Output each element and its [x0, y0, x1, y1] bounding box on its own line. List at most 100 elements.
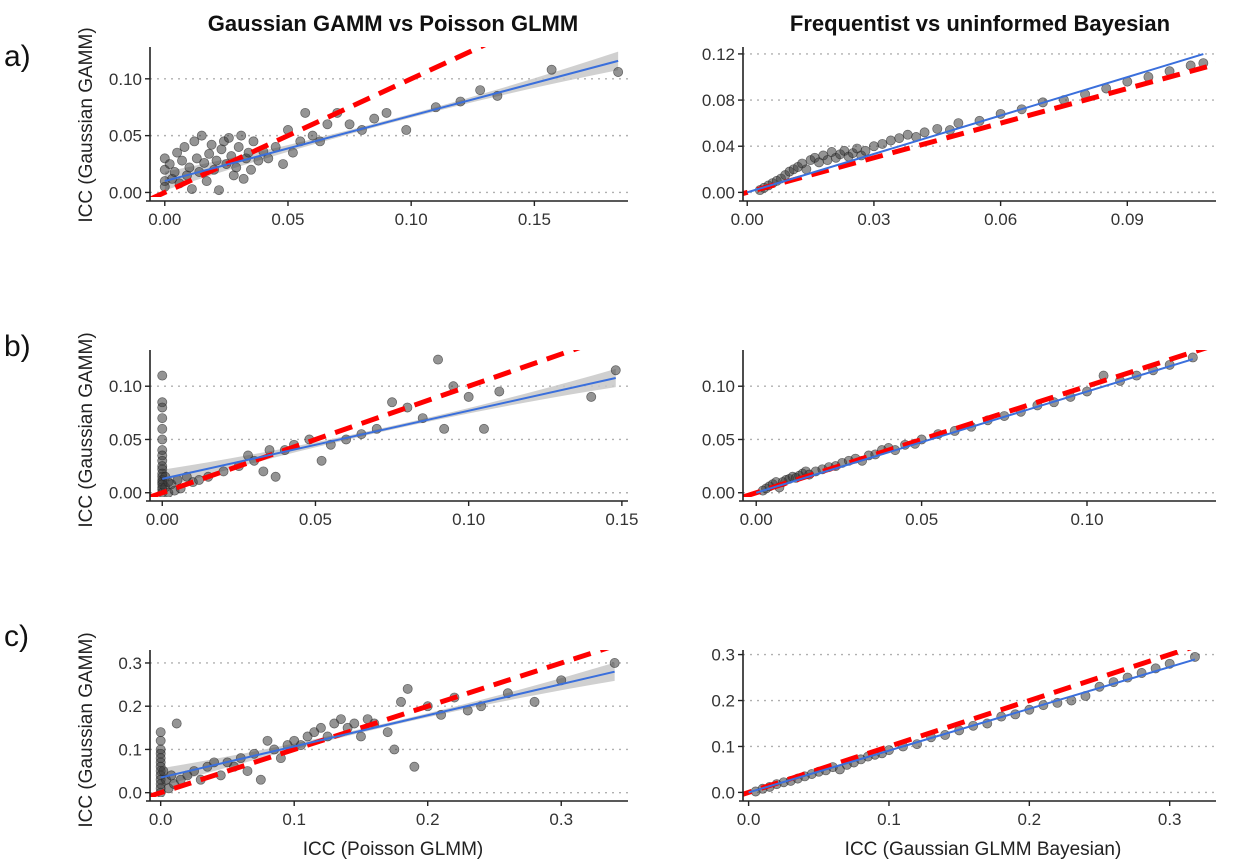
panel-c-right: 0.0 0.1 0.2 0.3 0.0 0.1 0.2 0.3: [711, 646, 1216, 829]
data-point: [316, 455, 327, 466]
identity-line: [743, 650, 1192, 797]
x-tick-label: 0.00: [740, 510, 773, 529]
data-point: [369, 113, 380, 124]
data-point: [401, 125, 412, 135]
row-label-a: a): [4, 40, 31, 73]
data-point: [255, 774, 266, 785]
data-point: [233, 142, 244, 152]
data-point: [479, 423, 489, 434]
identity-line: [150, 47, 487, 197]
y-tick-label: 0.12: [702, 45, 735, 64]
data-point: [463, 391, 474, 402]
data-point: [258, 466, 269, 477]
data-point: [396, 696, 406, 707]
x-tick-label: 0.03: [857, 210, 890, 229]
x-tick-label: 0.05: [299, 510, 332, 529]
data-point: [214, 185, 224, 196]
plot-area: [150, 350, 621, 497]
column-title-right: Frequentist vs uninformed Bayesian: [790, 11, 1170, 36]
data-point: [246, 164, 256, 175]
y-tick-label: 0.00: [702, 484, 735, 503]
data-point: [157, 423, 168, 434]
data-point: [201, 176, 212, 187]
data-point: [248, 136, 259, 147]
data-point: [300, 107, 311, 118]
data-point: [307, 130, 318, 141]
data-point: [356, 731, 366, 742]
y-tick-label: 0.00: [109, 484, 142, 503]
plot-area: [743, 650, 1200, 797]
data-point: [902, 129, 913, 140]
x-tick-label: 0.3: [549, 810, 573, 829]
fit-line: [162, 377, 616, 480]
data-point: [885, 135, 896, 146]
fit-line: [755, 358, 1194, 494]
x-tick-label: 0.15: [605, 510, 638, 529]
x-tick-label: 0.06: [984, 210, 1017, 229]
identity-line: [150, 350, 581, 497]
data-point: [171, 718, 182, 729]
y-tick-label: 0.2: [711, 692, 735, 711]
y-tick-label: 0.1: [118, 740, 142, 759]
data-point: [206, 139, 217, 150]
y-tick-label: 0.05: [702, 430, 735, 449]
x-tick-label: 0.0: [737, 810, 761, 829]
data-point: [439, 423, 450, 434]
data-point: [196, 130, 207, 141]
panel-b-right: 0.00 0.05 0.10 0.00 0.05 0.10: [702, 350, 1216, 529]
data-point: [613, 67, 624, 77]
y-tick-label: 0.0: [711, 783, 735, 802]
y-tick-label: 0.10: [702, 377, 735, 396]
data-point: [868, 141, 879, 152]
data-point: [475, 85, 486, 96]
data-point: [238, 173, 249, 184]
fit-line: [164, 59, 619, 183]
data-point: [822, 155, 833, 166]
panel-a-right: 0.00 0.04 0.08 0.12 0.00 0.03 0.06 0.09: [702, 45, 1216, 229]
data-point: [262, 735, 273, 746]
x-tick-label: 0.05: [905, 510, 938, 529]
row-label-c: c): [4, 620, 29, 653]
y-tick-label: 0.3: [711, 646, 735, 665]
plot-area: [150, 47, 624, 197]
data-point: [177, 155, 187, 166]
y-axis-label-row-c: ICC (Gaussian GAMM): [76, 632, 97, 827]
x-tick-label: 0.3: [1158, 810, 1182, 829]
data-point: [172, 147, 183, 158]
data-point: [382, 727, 393, 738]
y-tick-label: 0.10: [109, 70, 142, 89]
data-point: [877, 138, 888, 149]
y-tick-label: 0.05: [109, 127, 142, 146]
column-title-left: Gaussian GAMM vs Poisson GLMM: [208, 11, 578, 36]
x-tick-label: 0.00: [146, 510, 179, 529]
data-point: [349, 718, 360, 729]
x-tick-label: 0.2: [1018, 810, 1042, 829]
x-tick-label: 0.10: [1070, 510, 1103, 529]
y-tick-label: 0.3: [118, 654, 142, 673]
data-point: [242, 766, 253, 777]
data-point: [860, 145, 871, 156]
data-point: [322, 119, 333, 130]
x-tick-label: 0.15: [518, 210, 551, 229]
plot-area: [743, 53, 1216, 197]
row-label-b: b): [4, 330, 31, 363]
data-point: [389, 744, 400, 755]
data-point: [157, 402, 168, 413]
y-tick-label: 0.08: [702, 91, 735, 110]
data-point: [381, 107, 392, 118]
data-point: [433, 354, 443, 365]
data-point: [894, 133, 905, 144]
data-point: [211, 155, 222, 166]
y-axis-label-row-a: ICC (Gaussian GAMM): [76, 27, 97, 222]
fit-line: [746, 53, 1204, 194]
data-point: [287, 147, 298, 158]
data-point: [546, 64, 557, 75]
data-point: [932, 123, 943, 134]
y-tick-label: 0.00: [109, 183, 142, 202]
data-point: [409, 761, 420, 772]
x-tick-label: 0.1: [282, 810, 306, 829]
panel-c-left: 0.0 0.1 0.2 0.3 0.0 0.1 0.2 0.3: [118, 650, 628, 829]
data-point: [335, 714, 346, 725]
data-point: [157, 434, 168, 445]
